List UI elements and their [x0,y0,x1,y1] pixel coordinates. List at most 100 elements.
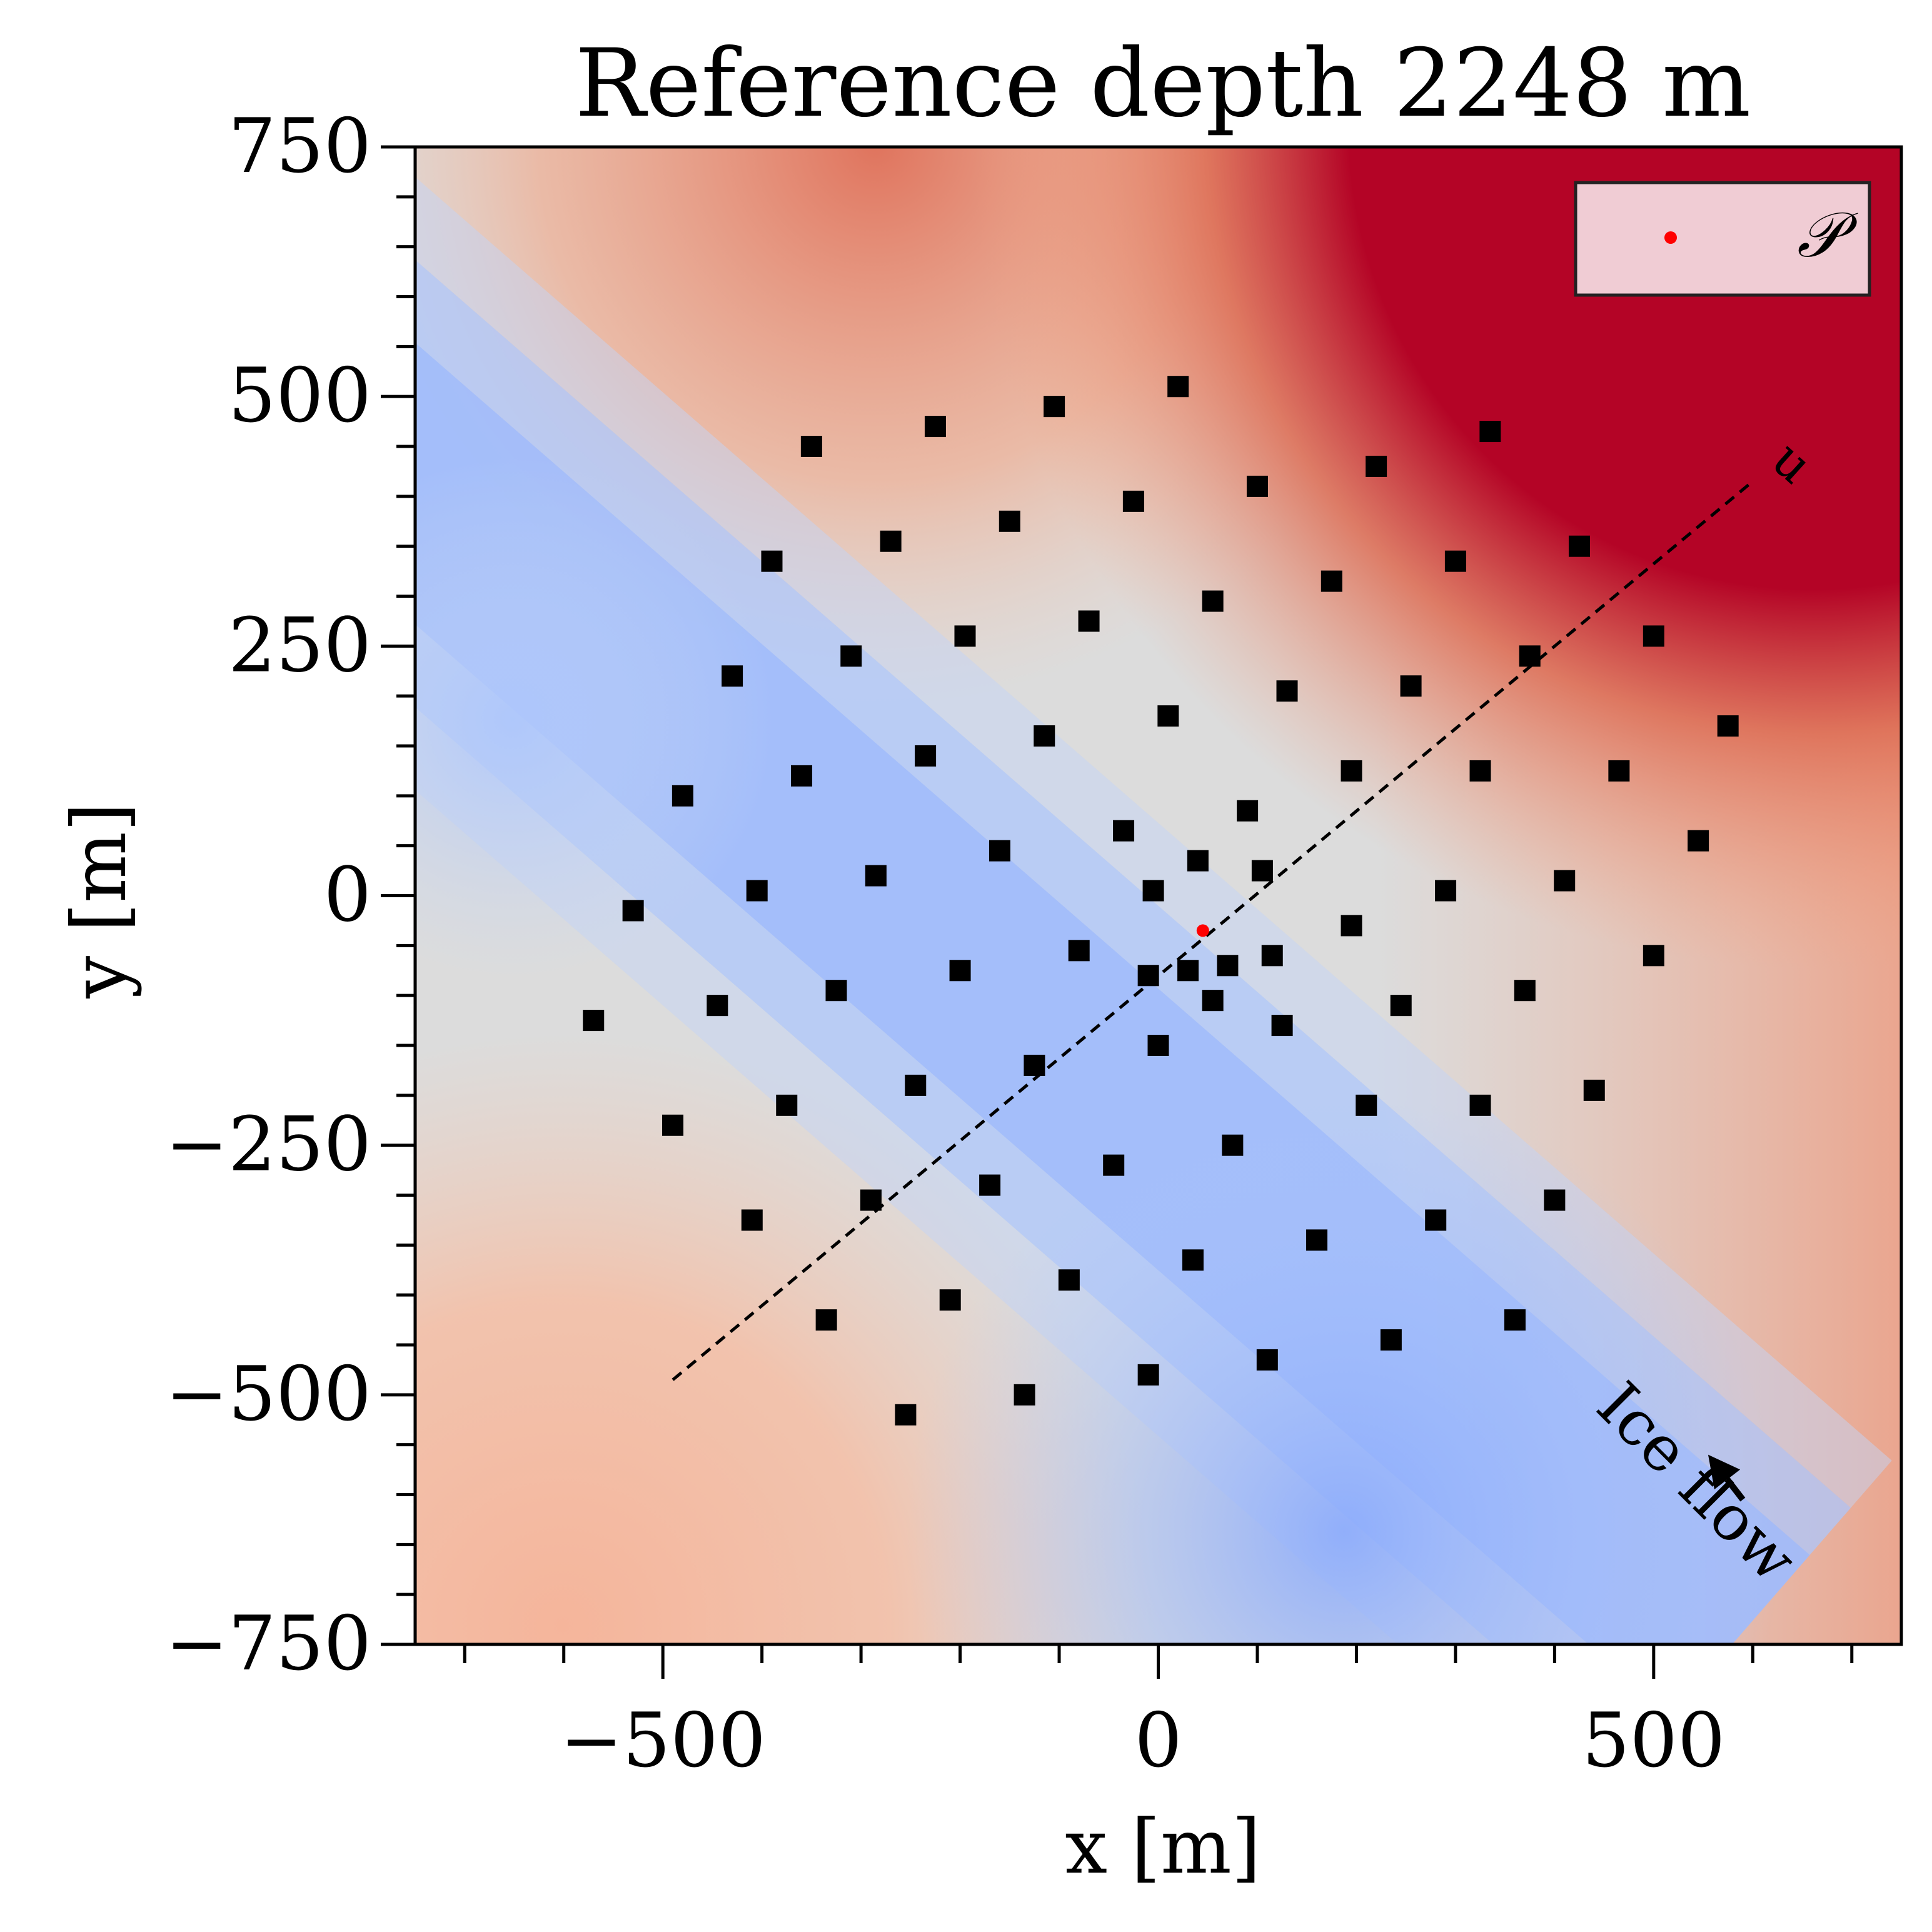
station-marker [840,645,862,667]
station-marker [1222,1134,1244,1156]
station-marker [662,1114,684,1136]
station-marker [672,785,693,807]
station-marker [1202,990,1224,1012]
station-marker [583,1010,605,1032]
station-markers [583,376,1739,1426]
station-marker [1643,625,1664,647]
station-marker [1583,1079,1605,1101]
station-marker [865,865,887,887]
ice-flow-arrow-icon [1724,1477,1746,1502]
station-marker [1341,760,1362,782]
station-marker [1246,475,1268,497]
station-marker [1261,945,1283,967]
station-marker [1202,590,1224,612]
u-axis-line [672,480,1754,1381]
station-marker [1182,1249,1204,1271]
station-marker [1024,1054,1045,1076]
station-marker [1400,675,1422,697]
station-marker [1444,550,1466,572]
station-marker [1058,1269,1080,1291]
station-marker [1568,535,1590,557]
y-tick-label: 0 [324,852,371,939]
station-marker [939,1289,961,1311]
station-marker [1256,1349,1278,1371]
station-marker [825,980,847,1002]
y-tick-label: 750 [228,103,371,190]
chart-title: Reference depth 2248 m [575,29,1751,138]
x-tick-label: 500 [1582,1698,1725,1784]
y-axis: 750 500 250 0 −250 −500 −750 [165,103,415,1688]
station-marker [746,880,768,902]
station-marker [722,665,743,687]
station-marker [1380,1329,1402,1351]
station-marker [1187,850,1209,872]
station-marker [1251,860,1273,882]
station-marker [1554,870,1576,892]
station-marker [1157,705,1179,727]
heatmap-field [415,147,1901,1644]
station-marker [1177,960,1199,982]
y-tick-label: −500 [165,1351,371,1438]
station-marker [860,1189,882,1211]
station-marker [1341,915,1362,937]
station-marker [1717,715,1739,737]
station-marker [1014,1384,1035,1406]
station-marker [622,900,644,922]
station-marker [776,1094,798,1116]
y-axis-label: y [m] [56,802,143,999]
point-p-marker [1196,924,1209,937]
legend: 𝒫 [1574,181,1871,297]
station-marker [905,1074,927,1096]
y-tick-label: −750 [165,1601,371,1688]
legend-box [1574,181,1871,297]
station-marker [761,550,783,572]
station-marker [1167,376,1189,398]
station-marker [1122,490,1144,512]
station-marker [989,840,1010,862]
station-marker [1217,955,1239,977]
station-marker [1068,940,1090,962]
y-tick-label: 500 [228,353,371,440]
station-marker [1366,455,1387,477]
station-marker [707,995,728,1017]
x-tick-label: −500 [560,1698,766,1784]
station-marker [895,1404,917,1426]
station-marker [1608,760,1630,782]
station-marker [1479,421,1501,443]
station-marker [1147,1035,1169,1056]
station-marker [815,1309,837,1331]
station-marker [1356,1094,1377,1116]
y-tick-label: 250 [228,602,371,689]
legend-marker [1664,231,1677,244]
station-marker [1142,880,1164,902]
station-marker [915,745,937,767]
station-marker [800,436,822,457]
station-marker [741,1209,763,1231]
station-marker [1113,820,1135,842]
station-marker [1688,830,1709,852]
station-marker [954,625,976,647]
station-marker [880,530,902,552]
station-marker [1514,980,1536,1002]
station-marker [1321,570,1342,592]
station-marker [1034,725,1055,747]
station-marker [1276,680,1298,702]
station-marker [791,765,813,787]
station-marker [1078,610,1100,632]
station-marker [1237,800,1259,822]
station-marker [1271,1015,1293,1037]
station-marker [924,416,946,438]
station-marker [1425,1209,1447,1231]
station-marker [1544,1189,1566,1211]
station-marker [999,510,1020,532]
station-marker [1044,396,1065,418]
station-marker [1643,945,1664,967]
station-marker [1469,1094,1491,1116]
x-axis-label: x [m] [1065,1804,1260,1891]
station-marker [979,1174,1001,1196]
station-marker [1306,1229,1328,1251]
station-marker [1519,645,1541,667]
station-marker [1103,1154,1125,1176]
station-marker [949,960,971,982]
